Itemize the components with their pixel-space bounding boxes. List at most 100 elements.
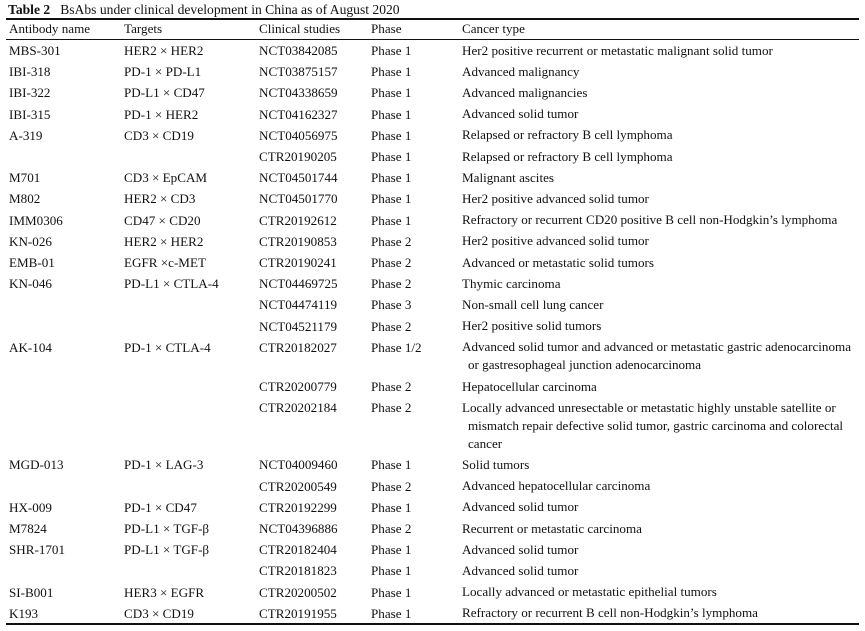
- cell-targets: [121, 316, 256, 337]
- cell-clinical-study: CTR20191955: [259, 605, 337, 621]
- cell-targets: PD-1 × HER2: [124, 106, 199, 122]
- table-row: SHR-1701 PD-L1 × TGF-β CTR20182404 Phase 1 A…: [6, 539, 859, 560]
- cell-cancer-type: Refractory or recurrent B cell non-Hodgk…: [459, 603, 859, 624]
- cell-targets: PD-L1 × TGF-β: [124, 542, 210, 558]
- cell-cancer-type: Advanced malignancies: [459, 82, 859, 103]
- cancer-type-text: Her2 positive recurrent or metastatic ma…: [462, 42, 773, 58]
- cell-antibody-name: HX-009: [9, 499, 52, 515]
- cell-cancer-type: Advanced solid tumor: [459, 539, 859, 560]
- cell-targets: PD-1 × PD-L1: [124, 64, 202, 80]
- header-rule: [6, 39, 859, 40]
- cancer-type-text: Relapsed or refractory B cell lymphoma: [462, 148, 673, 164]
- cell-phase: Phase 1: [371, 191, 412, 207]
- cancer-type-text: Non-small cell lung cancer: [462, 297, 604, 313]
- cell-cancer-type: Relapsed or refractory B cell lymphoma: [459, 125, 859, 146]
- cancer-type-text: Advanced or metastatic solid tumors: [462, 254, 654, 270]
- cell-clinical-study: NCT04469725: [259, 276, 338, 292]
- cell-cancer-type: Malignant ascites: [459, 167, 859, 188]
- cell-clinical-study: NCT04056975: [259, 127, 338, 143]
- cell-antibody-name: MBS-301: [9, 43, 61, 58]
- cell-targets: [121, 476, 256, 497]
- cell-cancer-type: Advanced solid tumor: [459, 560, 859, 581]
- cell-phase: Phase 2: [371, 400, 412, 416]
- cell-targets: PD-1 × LAG-3: [124, 457, 204, 473]
- cell-antibody-name: AK-104: [9, 339, 52, 355]
- cell-clinical-study: NCT04396886: [259, 521, 338, 537]
- table-row: CTR20190205 Phase 1 Relapsed or refractory…: [6, 146, 859, 167]
- table-row: KN-026 HER2 × HER2 CTR20190853 Phase 2 Her2 …: [6, 231, 859, 252]
- cancer-type-text: Recurrent or metastatic carcinoma: [462, 520, 642, 536]
- cell-phase: Phase 1: [371, 212, 412, 228]
- cell-targets: HER3 × EGFR: [124, 584, 205, 600]
- cancer-type-text: Advanced solid tumor: [462, 563, 579, 579]
- cell-clinical-study: NCT04501770: [259, 191, 338, 207]
- table-row: AK-104 PD-1 × CTLA-4 CTR20182027 Phase 1/2 A…: [6, 337, 859, 376]
- cell-cancer-type: Her2 positive solid tumors: [459, 316, 859, 337]
- cell-phase: Phase 2: [371, 276, 412, 292]
- cell-phase: Phase 1: [371, 584, 412, 600]
- cell-antibody-name: MGD-013: [9, 457, 64, 473]
- cell-phase: Phase 1: [371, 149, 412, 165]
- cell-clinical-study: CTR20200502: [259, 584, 337, 600]
- cell-cancer-type: Non-small cell lung cancer: [459, 294, 859, 315]
- cell-clinical-study: CTR20192299: [259, 499, 337, 515]
- cell-cancer-type: Locally advanced or metastatic epithelia…: [459, 582, 859, 603]
- cell-cancer-type: Hepatocellular carcinoma: [459, 376, 859, 397]
- cell-targets: PD-L1 × CD47: [124, 85, 205, 101]
- cell-targets: HER2 × HER2: [124, 233, 204, 249]
- cell-cancer-type: Advanced solid tumor and advanced or met…: [459, 337, 859, 376]
- cell-cancer-type: Her2 positive recurrent or metastatic ma…: [459, 40, 859, 61]
- table-row: IBI-318 PD-1 × PD-L1 NCT03875157 Phase 1 Adv…: [6, 61, 859, 82]
- cell-cancer-type: Advanced hepatocellular carcinoma: [459, 476, 859, 497]
- cancer-type-text: Refractory or recurrent B cell non-Hodgk…: [462, 605, 758, 621]
- cell-targets: PD-1 × CD47: [124, 499, 197, 515]
- table-body: MBS-301 HER2 × HER2 NCT03842085 Phase 1 Her2…: [6, 40, 859, 624]
- cell-phase: Phase 1/2: [371, 339, 422, 355]
- table-row: CTR20181823 Phase 1 Advanced solid tumor: [6, 560, 859, 581]
- cell-antibody-name: [6, 476, 121, 497]
- header-targets: Targets: [124, 21, 163, 36]
- table-row: A-319 CD3 × CD19 NCT04056975 Phase 1 Relapse…: [6, 125, 859, 146]
- table-row: IMM0306 CD47 × CD20 CTR20192612 Phase 1 Refr…: [6, 210, 859, 231]
- table-row: SI-B001 HER3 × EGFR CTR20200502 Phase 1 Loca…: [6, 582, 859, 603]
- top-rule: [6, 18, 859, 20]
- cancer-type-text: Advanced solid tumor: [462, 106, 579, 122]
- cell-phase: Phase 1: [371, 170, 412, 186]
- table-caption-title: BsAbs under clinical development in Chin…: [60, 2, 400, 17]
- cell-clinical-study: NCT04521179: [259, 318, 338, 334]
- cancer-type-text: Advanced solid tumor: [462, 541, 579, 557]
- cancer-type-text: Solid tumors: [462, 457, 530, 473]
- table-row: CTR20200549 Phase 2 Advanced hepatocellula…: [6, 476, 859, 497]
- cell-clinical-study: CTR20182027: [259, 339, 337, 355]
- table-row: IBI-315 PD-1 × HER2 NCT04162327 Phase 1 Adva…: [6, 104, 859, 125]
- cancer-type-text: Refractory or recurrent CD20 positive B …: [462, 212, 838, 228]
- cell-clinical-study: CTR20200779: [259, 379, 337, 395]
- cell-phase: Phase 1: [371, 457, 412, 473]
- cell-phase: Phase 2: [371, 318, 412, 334]
- table-row: NCT04474119 Phase 3 Non-small cell lung ca…: [6, 294, 859, 315]
- header-clinical-studies: Clinical studies: [259, 21, 341, 36]
- cell-antibody-name: [6, 397, 121, 454]
- cell-cancer-type: Her2 positive advanced solid tumor: [459, 188, 859, 209]
- cell-targets: PD-L1 × CTLA-4: [124, 276, 219, 292]
- header-row: Antibody name Targets Clinical studies P…: [6, 19, 859, 40]
- cell-phase: Phase 2: [371, 521, 412, 537]
- cell-clinical-study: NCT03842085: [259, 43, 338, 58]
- cell-clinical-study: CTR20202184: [259, 400, 337, 416]
- cell-antibody-name: SHR-1701: [9, 542, 66, 558]
- cell-phase: Phase 1: [371, 64, 412, 80]
- cell-targets: CD3 × CD19: [124, 605, 194, 621]
- cell-phase: Phase 2: [371, 379, 412, 395]
- cell-targets: CD47 × CD20: [124, 212, 201, 228]
- table-row: M7824 PD-L1 × TGF-β NCT04396886 Phase 2 Recu…: [6, 518, 859, 539]
- cancer-type-text: Advanced hepatocellular carcinoma: [462, 478, 651, 494]
- cell-phase: Phase 1: [371, 85, 412, 101]
- table-row: IBI-322 PD-L1 × CD47 NCT04338659 Phase 1 Adv…: [6, 82, 859, 103]
- cell-targets: CD3 × CD19: [124, 127, 194, 143]
- cell-clinical-study: CTR20190241: [259, 255, 337, 271]
- cell-antibody-name: K193: [9, 605, 39, 621]
- table-row: KN-046 PD-L1 × CTLA-4 NCT04469725 Phase 2 Th…: [6, 273, 859, 294]
- cell-clinical-study: NCT04009460: [259, 457, 338, 473]
- cell-clinical-study: CTR20190205: [259, 149, 337, 165]
